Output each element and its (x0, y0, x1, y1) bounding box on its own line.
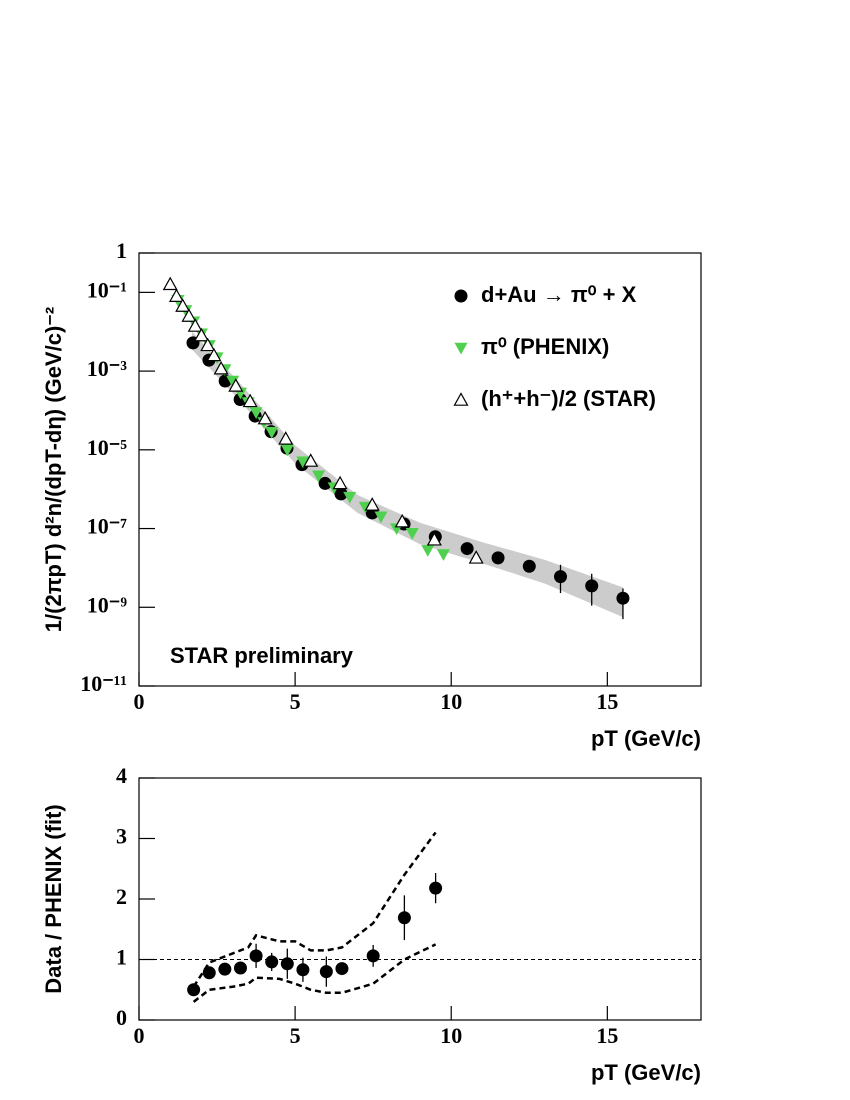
data-point (213, 360, 229, 375)
data-point (394, 513, 410, 528)
data-point (233, 392, 247, 406)
data-point (280, 444, 294, 457)
data-point (249, 407, 263, 419)
data-point (554, 570, 567, 584)
legend-label: π⁰ (PHENIX) (481, 334, 609, 359)
y-tick-label: 10⁻⁷ (87, 514, 128, 539)
data-point (436, 549, 450, 561)
y-tick-label: 0 (116, 1005, 127, 1030)
data-point (364, 497, 380, 511)
data-point (426, 531, 442, 546)
data-point (343, 491, 357, 504)
plot-frame (138, 252, 702, 687)
data-point (249, 949, 263, 963)
x-tick-label: 10 (440, 689, 462, 714)
legend-label: d+Au → π⁰ + X (481, 282, 637, 307)
data-point (468, 550, 484, 564)
data-point (334, 487, 348, 501)
x-tick-label: 5 (290, 1023, 301, 1048)
legend-label: (h⁺+h⁻)/2 (STAR) (481, 386, 656, 411)
legend-marker (454, 289, 468, 303)
legend-marker (454, 342, 468, 355)
data-point (162, 276, 178, 291)
legend-marker (453, 392, 469, 406)
data-point (181, 308, 197, 322)
x-tick-label: 15 (596, 1023, 618, 1048)
y-tick-label: 10⁻³ (87, 356, 128, 381)
y-axis-label: Data / PHENIX (fit) (41, 804, 66, 993)
data-point (202, 966, 216, 980)
x-tick-label: 10 (440, 1023, 462, 1048)
data-point (187, 318, 203, 332)
data-point (312, 470, 326, 483)
x-axis-label: pT (GeV/c) (591, 726, 701, 751)
y-tick-label: 1 (116, 238, 127, 263)
data-point (193, 327, 209, 342)
data-point (257, 410, 273, 425)
band (192, 331, 623, 618)
y-axis-label: 1/(2πpT) d²n/(dpT-dη) (GeV/c)⁻² (41, 307, 66, 632)
data-point (187, 983, 201, 997)
plot-frame (138, 777, 702, 1021)
data-point (218, 962, 232, 976)
data-point (405, 528, 419, 540)
data-point (265, 955, 279, 969)
data-point (228, 378, 244, 392)
data-point (278, 431, 294, 445)
data-point (421, 545, 435, 557)
y-tick-label: 3 (116, 824, 127, 849)
data-point (366, 949, 380, 963)
data-point (265, 427, 279, 439)
data-point (233, 961, 247, 975)
data-point (303, 453, 319, 467)
data-point (585, 579, 599, 593)
x-tick-label: 5 (290, 689, 301, 714)
y-tick-label: 10⁻¹¹ (80, 671, 127, 696)
data-point (242, 393, 258, 408)
y-tick-label: 10⁻⁵ (87, 435, 128, 460)
data-point (168, 288, 184, 302)
data-point (397, 911, 411, 925)
data-point (280, 957, 294, 971)
data-point (296, 963, 310, 977)
data-point (175, 298, 191, 312)
data-point (318, 476, 332, 490)
systematic-line (192, 831, 437, 988)
data-point (491, 551, 505, 565)
data-point (374, 511, 388, 524)
x-tick-label: 0 (134, 689, 145, 714)
x-tick-label: 15 (596, 689, 618, 714)
x-tick-label: 0 (134, 1023, 145, 1048)
y-tick-label: 10⁻⁹ (87, 592, 128, 617)
data-point (460, 542, 474, 556)
data-point (319, 965, 333, 979)
data-point (332, 475, 348, 490)
data-point (206, 347, 222, 362)
y-tick-label: 1 (116, 945, 127, 970)
data-point (522, 559, 536, 573)
y-tick-label: 4 (116, 763, 127, 788)
data-point (429, 881, 443, 895)
systematic-line (192, 943, 437, 1003)
data-point (296, 456, 310, 469)
data-point (616, 591, 630, 605)
y-tick-label: 2 (116, 884, 127, 909)
data-point (335, 962, 349, 976)
y-tick-label: 10⁻¹ (87, 277, 127, 302)
x-axis-label: pT (GeV/c) (591, 1060, 701, 1085)
annotation: STAR preliminary (170, 643, 354, 668)
data-point (200, 337, 216, 352)
